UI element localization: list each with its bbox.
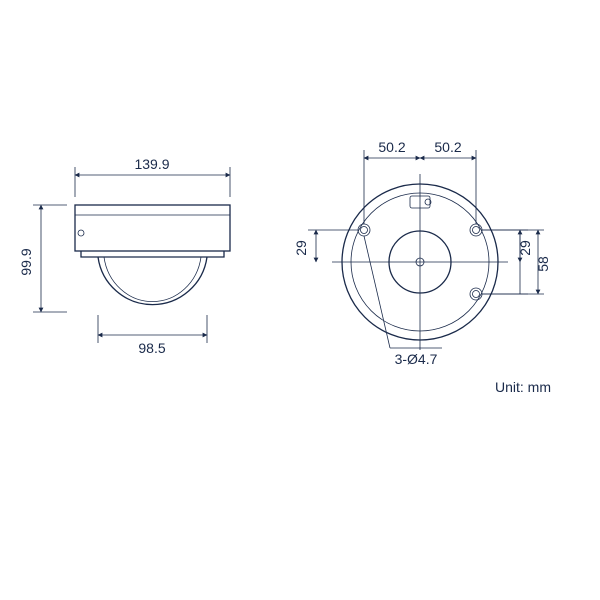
unit-label: Unit: mm	[495, 379, 551, 395]
dim-holes: 3-Ø4.7	[395, 351, 438, 367]
dim-right-top: 29	[517, 240, 533, 256]
side-view: 139.9 99.9 98.5	[18, 156, 230, 356]
dim-left: 29	[293, 240, 309, 256]
dim-top-left: 50.2	[378, 139, 405, 155]
dim-dome-width: 98.5	[138, 340, 165, 356]
bottom-view: 50.2 50.2 29 29 58 3-Ø4.7	[293, 139, 551, 367]
dim-width: 139.9	[134, 156, 169, 172]
technical-drawing: 139.9 99.9 98.5	[0, 0, 600, 600]
dim-right-bottom: 58	[535, 256, 551, 272]
dim-top-right: 50.2	[434, 139, 461, 155]
dim-height: 99.9	[18, 248, 34, 275]
